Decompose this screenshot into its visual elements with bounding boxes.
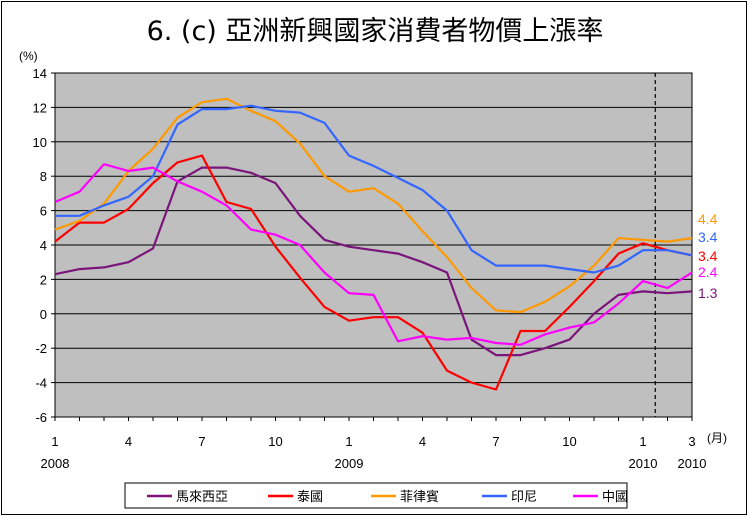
y-tick-label: 10 xyxy=(33,135,47,150)
series-line xyxy=(54,154,693,391)
y-tick-label: 8 xyxy=(40,169,47,184)
y-tick-label: -6 xyxy=(35,410,47,425)
x-tick-label-month: 7 xyxy=(492,434,499,449)
legend: 馬來西亞 泰國 菲律賓 印尼 中國 xyxy=(124,482,628,509)
x-axis-unit: (月) xyxy=(707,431,727,445)
y-tick-label: 6 xyxy=(40,204,47,219)
y-axis-unit: (%) xyxy=(19,49,38,63)
series-end-label: 1.3 xyxy=(698,285,718,301)
legend-label: 馬來西亞 xyxy=(176,490,228,505)
y-tick-label: 12 xyxy=(33,100,47,115)
chart-title: 6. (c) 亞洲新興國家消費者物價上漲率 xyxy=(147,16,604,47)
x-tick-label-year: 2008 xyxy=(41,456,70,471)
x-tick-label-month: 4 xyxy=(419,434,426,449)
series-line xyxy=(54,97,693,314)
x-tick-label-year: 2010 xyxy=(678,456,707,471)
y-tick-label: 14 xyxy=(33,66,47,81)
series-end-label: 2.4 xyxy=(698,264,718,280)
x-tick-label-month: 10 xyxy=(562,434,576,449)
y-tick-label: 0 xyxy=(40,307,47,322)
x-tick-label-month: 1 xyxy=(51,434,58,449)
legend-label: 泰國 xyxy=(297,490,323,505)
plot-area: -6 -4 -2 0 2 4 6 8 10 12 14 1 2008 4 7 10 1 2009 4 7 10 1 2010… xyxy=(33,66,718,471)
x-tick-label-month: 1 xyxy=(639,434,646,449)
series-line xyxy=(54,166,693,357)
x-tick-label-year: 2010 xyxy=(629,456,658,471)
y-tick-label: 2 xyxy=(40,272,47,287)
series-end-label: 3.4 xyxy=(698,248,718,264)
legend-label: 菲律賓 xyxy=(400,489,439,505)
x-tick-label-month: 3 xyxy=(688,434,695,449)
x-tick-label-month: 1 xyxy=(345,434,352,449)
x-tick-label-month: 10 xyxy=(268,434,282,449)
series-line xyxy=(55,104,693,274)
x-tick-label-month: 4 xyxy=(125,434,132,449)
series-end-label: 3.4 xyxy=(698,229,718,245)
x-tick-label-month: 7 xyxy=(198,434,205,449)
series-end-label: 4.4 xyxy=(698,211,718,227)
x-tick-label-year: 2009 xyxy=(335,456,364,471)
y-tick-label: -4 xyxy=(35,376,47,391)
legend-label: 中國 xyxy=(602,490,628,505)
y-tick-label: -2 xyxy=(35,341,47,356)
series-line xyxy=(54,163,693,346)
y-tick-label: 4 xyxy=(40,238,47,253)
legend-label: 印尼 xyxy=(511,490,537,505)
